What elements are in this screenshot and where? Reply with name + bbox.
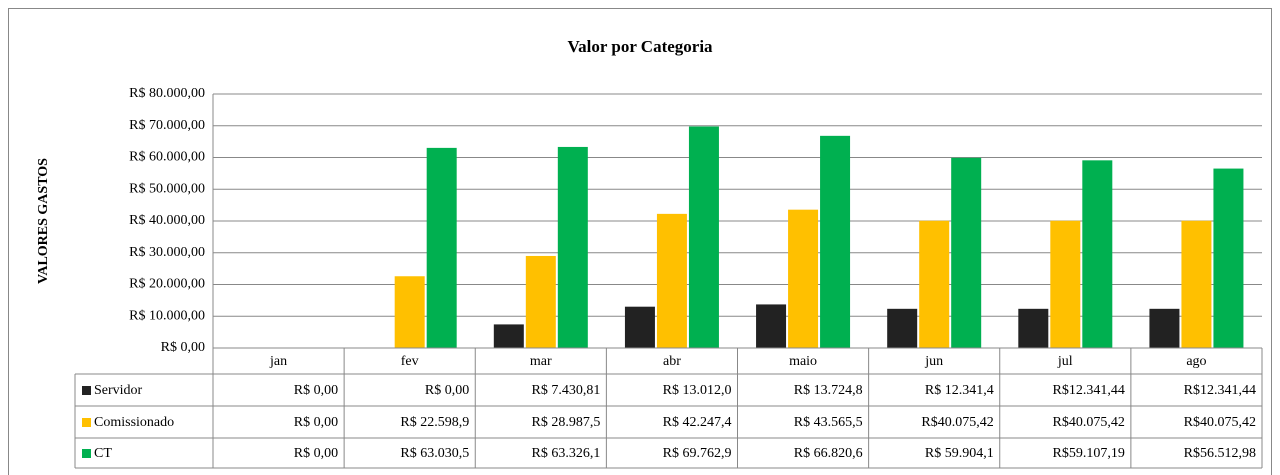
bar bbox=[887, 308, 918, 348]
table-value: R$ 12.341,4 bbox=[925, 383, 994, 398]
x-tick-label: abr bbox=[663, 354, 681, 369]
x-tick-label: jul bbox=[1057, 354, 1073, 369]
table-value: R$56.512,98 bbox=[1184, 446, 1256, 461]
x-tick-label: jun bbox=[924, 354, 943, 369]
x-tick-label: mar bbox=[530, 354, 552, 369]
bar bbox=[951, 157, 982, 348]
table-value: R$ 59.904,1 bbox=[925, 446, 994, 461]
legend-key bbox=[82, 418, 91, 427]
table-value: R$12.341,44 bbox=[1053, 383, 1125, 398]
bar bbox=[820, 135, 851, 348]
bar bbox=[493, 324, 524, 348]
y-axis-label: VALORES GASTOS bbox=[36, 158, 51, 284]
table-value: R$40.075,42 bbox=[921, 415, 993, 430]
table-value: R$ 28.987,5 bbox=[532, 415, 601, 430]
table-value: R$ 69.762,9 bbox=[663, 446, 732, 461]
table-value: R$ 13.724,8 bbox=[794, 383, 863, 398]
legend-label: Comissionado bbox=[94, 415, 174, 430]
x-tick-label: jan bbox=[269, 354, 287, 369]
y-tick-label: R$ 40.000,00 bbox=[129, 213, 205, 228]
chart-frame bbox=[8, 8, 1272, 475]
bar bbox=[1181, 220, 1212, 348]
table-value: R$ 63.030,5 bbox=[400, 446, 469, 461]
y-tick-label: R$ 70.000,00 bbox=[129, 118, 205, 133]
legend-key bbox=[82, 386, 91, 395]
y-tick-label: R$ 30.000,00 bbox=[129, 245, 205, 260]
table-value: R$ 0,00 bbox=[294, 383, 338, 398]
x-tick-label: ago bbox=[1186, 354, 1206, 369]
table-value: R$12.341,44 bbox=[1184, 383, 1256, 398]
y-tick-label: R$ 0,00 bbox=[161, 340, 205, 355]
table-value: R$40.075,42 bbox=[1053, 415, 1125, 430]
bar bbox=[426, 147, 457, 348]
x-tick-label: maio bbox=[789, 354, 817, 369]
table-value: R$ 42.247,4 bbox=[663, 415, 732, 430]
bar bbox=[1082, 160, 1113, 348]
y-tick-label: R$ 80.000,00 bbox=[129, 86, 205, 101]
bar bbox=[1018, 308, 1049, 348]
x-tick-label: fev bbox=[401, 354, 419, 369]
table-value: R$ 66.820,6 bbox=[794, 446, 863, 461]
bar bbox=[756, 304, 787, 348]
bar bbox=[919, 220, 950, 348]
chart-title: Valor por Categoria bbox=[567, 37, 713, 56]
bar bbox=[525, 255, 556, 348]
bar bbox=[656, 213, 687, 348]
bar bbox=[688, 126, 719, 348]
bar bbox=[788, 209, 819, 348]
y-tick-label: R$ 60.000,00 bbox=[129, 150, 205, 165]
bar bbox=[624, 306, 655, 348]
table-value: R$ 0,00 bbox=[425, 383, 469, 398]
bar bbox=[1149, 308, 1180, 348]
table-value: R$ 7.430,81 bbox=[532, 383, 601, 398]
legend-label: Servidor bbox=[94, 383, 143, 398]
table-value: R$ 22.598,9 bbox=[400, 415, 469, 430]
table-value: R$40.075,42 bbox=[1184, 415, 1256, 430]
bar bbox=[1050, 220, 1081, 348]
bar bbox=[1213, 168, 1244, 348]
table-value: R$ 0,00 bbox=[294, 415, 338, 430]
table-value: R$59.107,19 bbox=[1053, 446, 1125, 461]
y-tick-label: R$ 50.000,00 bbox=[129, 181, 205, 196]
bar bbox=[557, 146, 588, 348]
y-tick-label: R$ 10.000,00 bbox=[129, 308, 205, 323]
table-value: R$ 63.326,1 bbox=[532, 446, 601, 461]
legend-key bbox=[82, 449, 91, 458]
bar bbox=[394, 276, 425, 348]
table-value: R$ 43.565,5 bbox=[794, 415, 863, 430]
table-value: R$ 0,00 bbox=[294, 446, 338, 461]
legend-label: CT bbox=[94, 446, 112, 461]
y-tick-label: R$ 20.000,00 bbox=[129, 277, 205, 292]
table-value: R$ 13.012,0 bbox=[663, 383, 732, 398]
